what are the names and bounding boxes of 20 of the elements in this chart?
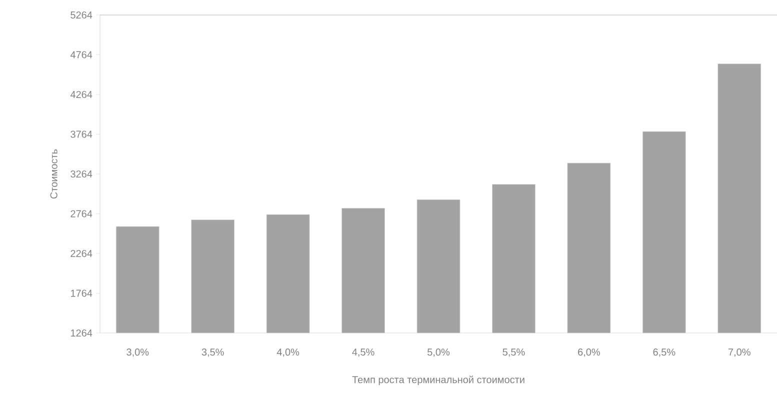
y-tick-label: 4764 xyxy=(70,51,92,58)
x-tick-label: 6,5% xyxy=(653,348,676,357)
y-tick-label: 2264 xyxy=(70,250,92,258)
y-tick-label: 1264 xyxy=(70,329,92,337)
y-tick-label: 2764 xyxy=(70,210,92,218)
x-tick-label: 4,0% xyxy=(276,348,300,357)
x-tick-label: 3,5% xyxy=(202,348,224,357)
y-axis-title: Стоимость xyxy=(50,149,58,199)
y-tick-label: 1764 xyxy=(70,290,92,297)
y-tick-label: 3264 xyxy=(70,170,92,178)
y-tick-label: 4264 xyxy=(70,90,92,98)
x-tick-label: 5,5% xyxy=(502,348,525,357)
x-axis-title: Темп роста терминальной стоимости xyxy=(352,376,524,386)
y-tick-label: 3764 xyxy=(70,130,92,138)
y-tick-label: 5264 xyxy=(70,11,92,19)
x-tick-label: 5,0% xyxy=(428,348,450,357)
x-tick-label: 7,0% xyxy=(728,348,750,357)
x-tick-label: 4,5% xyxy=(352,348,374,357)
x-tick-label: 6,0% xyxy=(578,348,600,357)
x-tick-label: 3,0% xyxy=(126,348,149,357)
